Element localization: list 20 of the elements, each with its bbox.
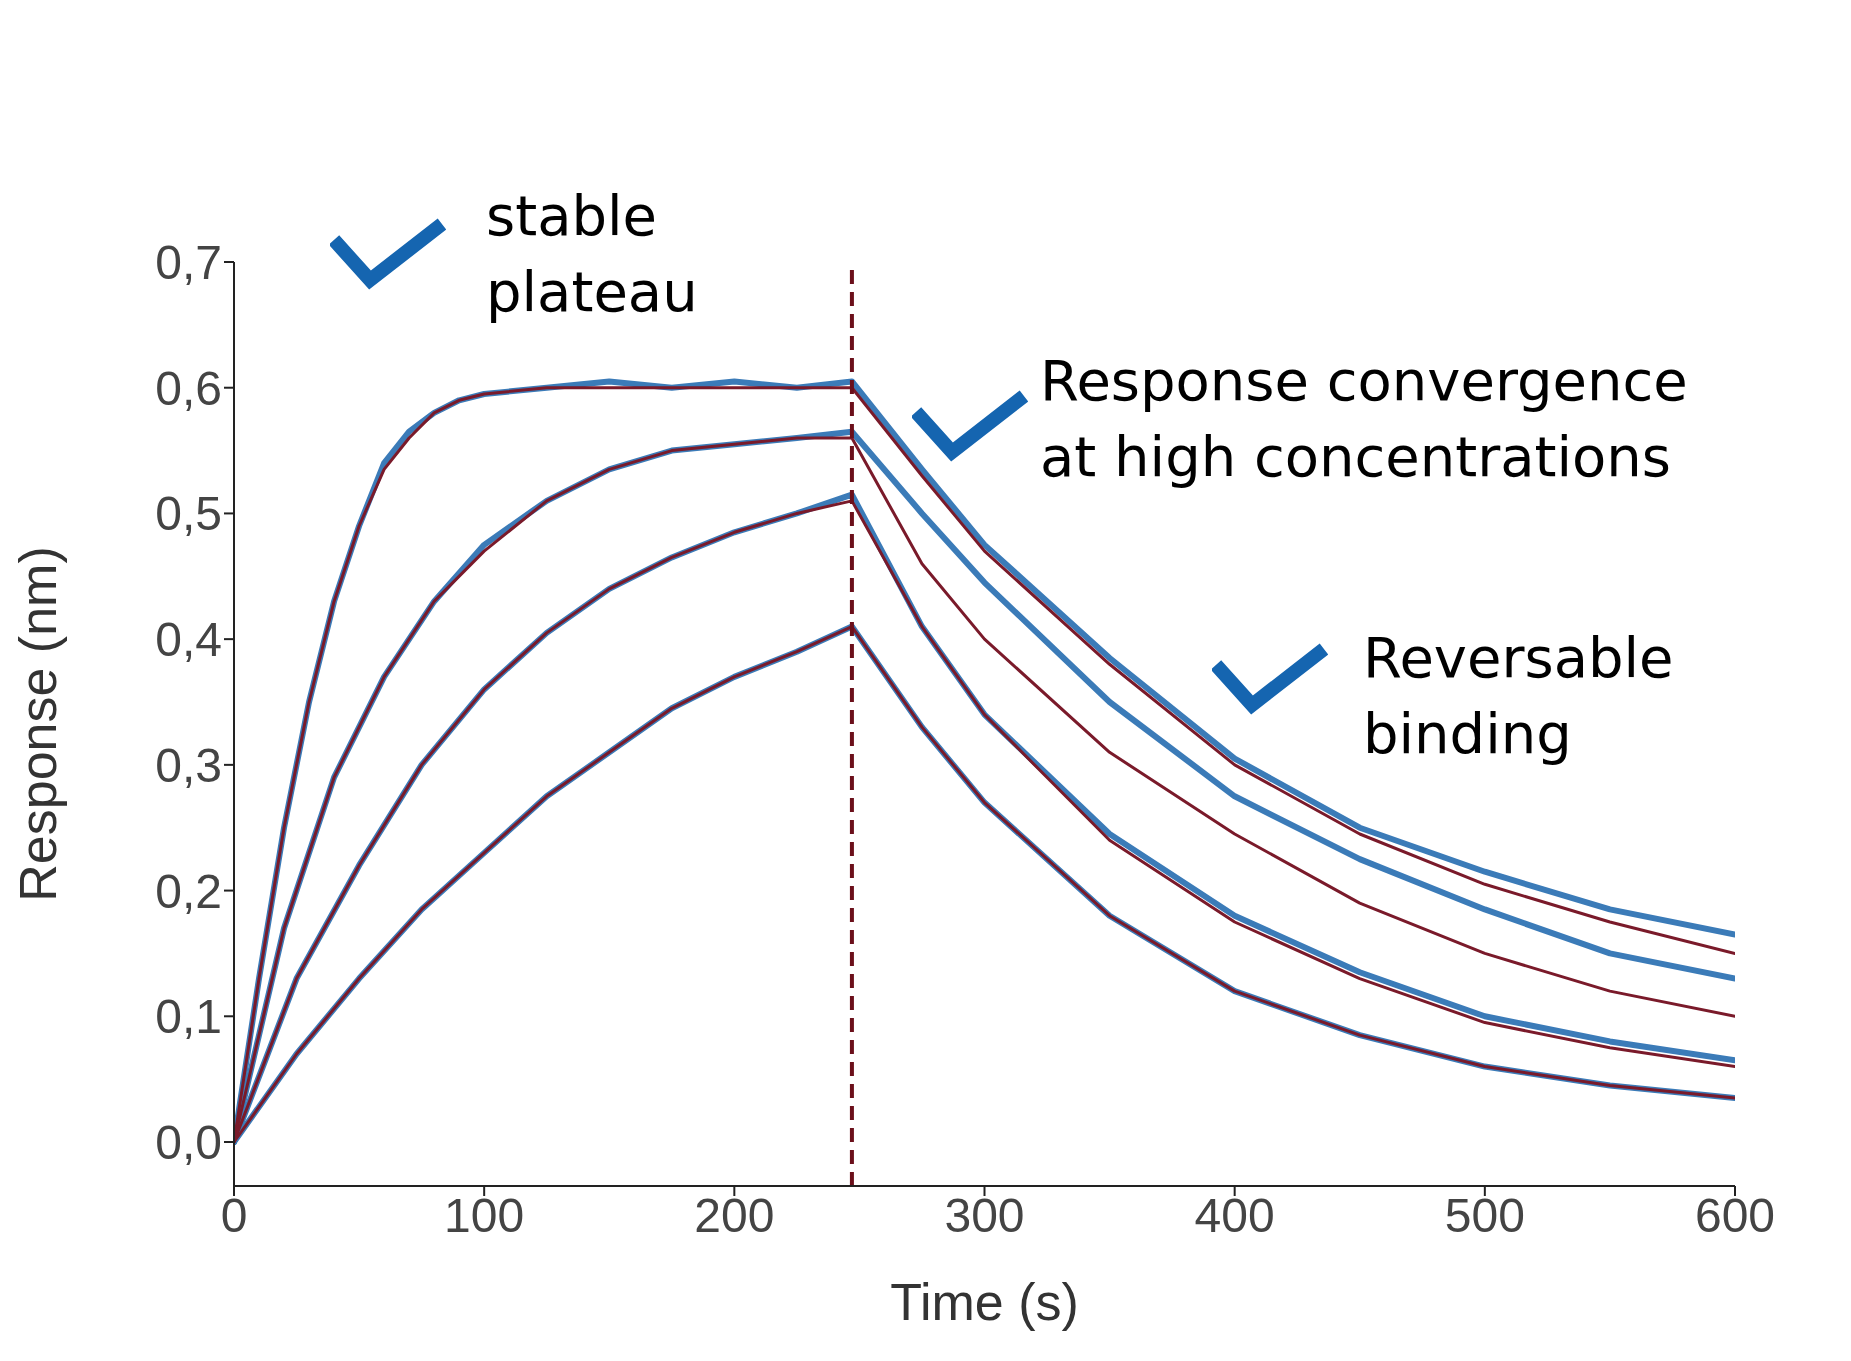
y-tick-label: 0,1 — [155, 990, 222, 1044]
x-tick-label: 500 — [1444, 1189, 1525, 1243]
annotation: Response convergence at high concentrations — [1040, 347, 1689, 491]
x-tick-label: 300 — [944, 1189, 1025, 1243]
x-axis-title: Time (s) — [890, 1273, 1079, 1331]
y-tick-label: 0,7 — [155, 236, 222, 290]
y-tick-label: 0,6 — [155, 361, 222, 415]
x-tick-label: 0 — [220, 1189, 248, 1243]
y-tick-label: 0,0 — [155, 1116, 222, 1170]
y-tick-label: 0,2 — [155, 864, 222, 918]
y-tick-label: 0,5 — [155, 487, 222, 541]
y-axis-title: Response (nm) — [9, 546, 68, 902]
y-tick-label: 0,3 — [155, 738, 222, 792]
x-tick-label: 200 — [694, 1189, 775, 1243]
x-tick-label: 100 — [444, 1189, 525, 1243]
annotation: stable plateau — [486, 182, 699, 326]
x-tick-label: 400 — [1194, 1189, 1275, 1243]
annotation: Reversable binding — [1363, 624, 1675, 768]
x-tick-label: 600 — [1694, 1189, 1776, 1243]
y-tick-label: 0,4 — [155, 613, 222, 667]
